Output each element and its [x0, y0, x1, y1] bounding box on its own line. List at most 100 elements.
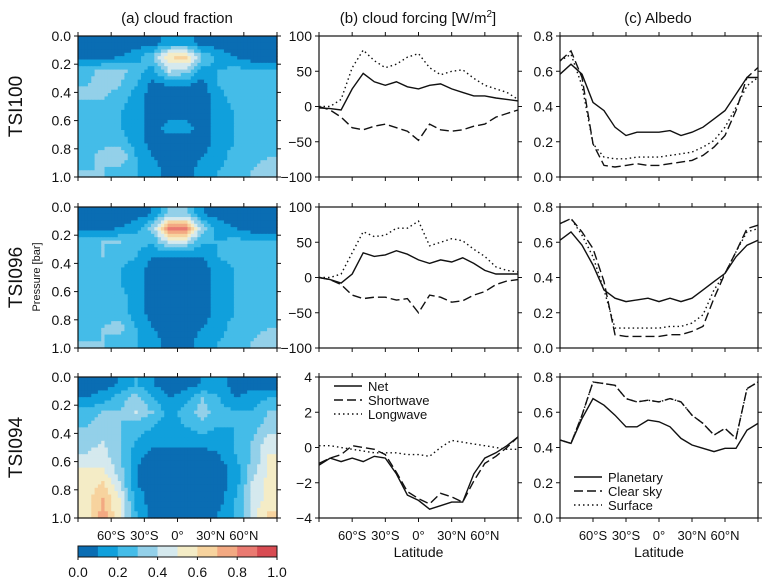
heatmap-cell: [147, 153, 152, 158]
heatmap-cell: [184, 223, 189, 228]
heatmap-cell: [204, 52, 208, 57]
heatmap-cell: [94, 86, 99, 91]
heatmap-cell: [207, 247, 212, 252]
heatmap-cell: [141, 240, 145, 245]
heatmap-cell: [237, 210, 242, 215]
heatmap-cell: [117, 294, 122, 299]
heatmap-cell: [267, 270, 271, 275]
heatmap-cell: [233, 39, 238, 44]
heatmap-cell: [157, 223, 162, 228]
heatmap-cell: [273, 173, 278, 178]
heatmap-cell: [180, 237, 185, 242]
heatmap-cell: [78, 297, 82, 302]
heatmap-cell: [204, 136, 208, 141]
heatmap-cell: [227, 150, 232, 155]
heatmap-cell: [220, 243, 225, 248]
heatmap-cell: [177, 106, 182, 111]
heatmap-cell: [207, 66, 212, 71]
heatmap-cell: [227, 79, 232, 84]
heatmap-cell: [220, 93, 225, 98]
heatmap-cell: [114, 290, 119, 295]
heatmap-cell: [217, 93, 222, 98]
heatmap-cell: [200, 59, 205, 64]
heatmap-cell: [197, 337, 202, 342]
heatmap-cell: [97, 86, 102, 91]
heatmap-cell: [101, 227, 106, 232]
heatmap-cell: [213, 69, 218, 74]
heatmap-cell: [227, 280, 232, 285]
heatmap-cell: [257, 267, 262, 272]
heatmap-cell: [253, 290, 258, 295]
heatmap-cell: [263, 237, 268, 242]
heatmap-cell: [273, 220, 278, 225]
heatmap-cell: [101, 66, 106, 71]
heatmap-cell: [124, 321, 129, 326]
heatmap-cell: [227, 89, 232, 94]
heatmap-cell: [220, 233, 225, 238]
heatmap-cell: [160, 250, 165, 255]
heatmap-cell: [220, 116, 225, 121]
heatmap-cell: [220, 113, 225, 118]
heatmap-cell: [144, 69, 149, 74]
heatmap-cell: [267, 311, 271, 316]
heatmap-cell: [217, 153, 222, 158]
heatmap-cell: [240, 96, 245, 101]
heatmap-cell: [107, 223, 112, 228]
heatmap-cell: [253, 140, 258, 145]
heatmap-cell: [204, 76, 208, 81]
heatmap-cell: [94, 103, 99, 108]
heatmap-cell: [233, 96, 238, 101]
heatmap-cell: [253, 106, 258, 111]
heatmap-cell: [81, 240, 86, 245]
heatmap-cell: [247, 327, 252, 332]
heatmap-cell: [81, 126, 86, 131]
heatmap-cell: [253, 274, 258, 279]
heatmap-cell: [187, 311, 192, 316]
heatmap-cell: [114, 334, 119, 339]
heatmap-cell: [141, 113, 145, 118]
heatmap-cell: [237, 76, 242, 81]
heatmap-cell: [154, 317, 159, 322]
heatmap-cell: [170, 220, 175, 225]
heatmap-cell: [210, 153, 215, 158]
heatmap-cell: [104, 254, 109, 258]
heatmap-cell: [117, 72, 122, 77]
heatmap-cell: [124, 72, 129, 77]
heatmap-cell: [137, 93, 142, 98]
heatmap-cell: [94, 173, 99, 178]
heatmap-cell: [187, 113, 192, 118]
heatmap-cell: [207, 103, 212, 108]
heatmap-cell: [137, 72, 142, 77]
heatmap-cell: [91, 240, 96, 245]
heatmap-cell: [260, 304, 265, 309]
heatmap-cell: [157, 170, 162, 175]
heatmap-cell: [260, 220, 265, 225]
heatmap-cell: [134, 324, 139, 329]
heatmap-cell: [154, 36, 159, 40]
heatmap-cell: [217, 307, 222, 312]
heatmap-cell: [87, 287, 92, 292]
heatmap-cell: [81, 230, 86, 235]
heatmap-cell: [94, 327, 99, 332]
heatmap-cell: [174, 83, 179, 87]
heatmap-cell: [160, 150, 165, 155]
heatmap-cell: [204, 207, 208, 211]
heatmap-cell: [114, 123, 119, 128]
heatmap-cell: [194, 210, 198, 215]
heatmap-cell: [257, 106, 262, 111]
heatmap-cell: [117, 136, 122, 141]
heatmap-cell: [94, 210, 99, 215]
heatmap-cell: [184, 227, 189, 232]
heatmap-cell: [124, 140, 129, 145]
heatmap-cell: [84, 270, 89, 275]
heatmap-cell: [220, 290, 225, 295]
heatmap-cell: [97, 304, 102, 309]
heatmap-cell: [107, 267, 112, 272]
heatmap-cell: [107, 247, 112, 252]
heatmap-cell: [233, 113, 238, 118]
heatmap-cell: [194, 66, 198, 71]
heatmap-cell: [121, 140, 126, 145]
heatmap-cell: [121, 321, 126, 326]
heatmap-cell: [150, 267, 155, 272]
heatmap-cell: [237, 324, 242, 329]
